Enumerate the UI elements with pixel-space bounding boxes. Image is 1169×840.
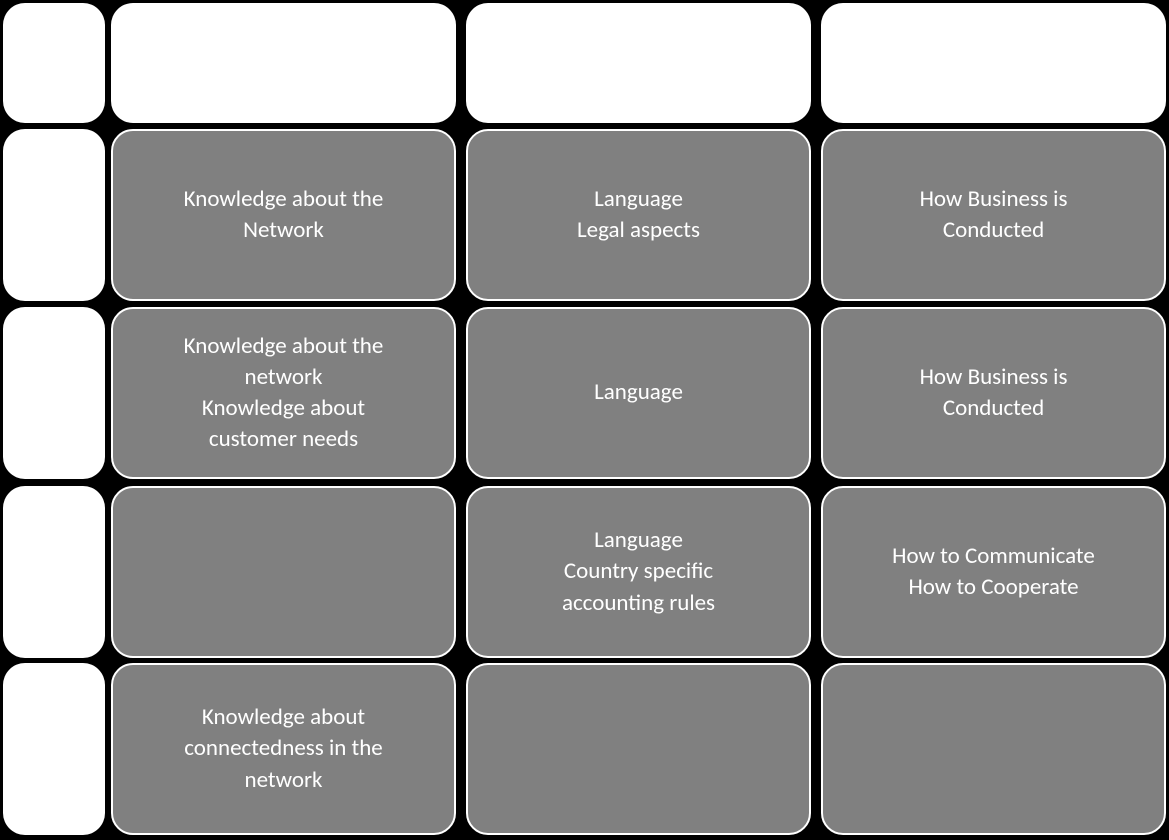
- cell-text: Language: [594, 525, 683, 556]
- cell-text: Conducted: [943, 393, 1044, 424]
- cell-r4c2: [466, 663, 811, 835]
- cell-text: How Business is: [920, 184, 1068, 215]
- cell-r1c1: Knowledge about the Network: [111, 129, 456, 301]
- cell-text: Knowledge about: [202, 702, 365, 733]
- cell-r3c1: [111, 486, 456, 658]
- row-3-label: [3, 486, 105, 658]
- cell-r1c2: Language Legal aspects: [466, 129, 811, 301]
- cell-r2c2: Language: [466, 307, 811, 479]
- header-left-blank: [3, 3, 105, 123]
- cell-text: How to Cooperate: [908, 572, 1078, 603]
- header-col-2: [466, 3, 811, 123]
- cell-text: accounting rules: [562, 588, 715, 619]
- cell-r1c3: How Business is Conducted: [821, 129, 1166, 301]
- matrix-grid: Knowledge about the Network Language Leg…: [0, 0, 1169, 840]
- cell-text: network: [245, 765, 323, 796]
- cell-r3c3: How to Communicate How to Cooperate: [821, 486, 1166, 658]
- cell-text: How Business is: [920, 362, 1068, 393]
- cell-r4c3: [821, 663, 1166, 835]
- cell-text: Network: [243, 215, 324, 246]
- cell-text: Conducted: [943, 215, 1044, 246]
- cell-text: How to Communicate: [892, 541, 1095, 572]
- row-1-label: [3, 129, 105, 301]
- cell-text: connectedness in the: [184, 733, 383, 764]
- cell-text: Country specific: [564, 556, 713, 587]
- cell-r3c2: Language Country specific accounting rul…: [466, 486, 811, 658]
- cell-text: Language: [594, 377, 683, 408]
- cell-text: customer needs: [209, 424, 358, 455]
- cell-r4c1: Knowledge about connectedness in the net…: [111, 663, 456, 835]
- row-4-label: [3, 663, 105, 835]
- header-col-1: [111, 3, 456, 123]
- cell-text: network: [245, 362, 323, 393]
- cell-text: Knowledge about the: [184, 184, 384, 215]
- cell-text: Knowledge about the: [184, 331, 384, 362]
- cell-r2c3: How Business is Conducted: [821, 307, 1166, 479]
- cell-text: Knowledge about: [202, 393, 365, 424]
- cell-text: Language: [594, 184, 683, 215]
- header-col-3: [821, 3, 1166, 123]
- row-2-label: [3, 307, 105, 479]
- cell-text: Legal aspects: [577, 215, 700, 246]
- cell-r2c1: Knowledge about the network Knowledge ab…: [111, 307, 456, 479]
